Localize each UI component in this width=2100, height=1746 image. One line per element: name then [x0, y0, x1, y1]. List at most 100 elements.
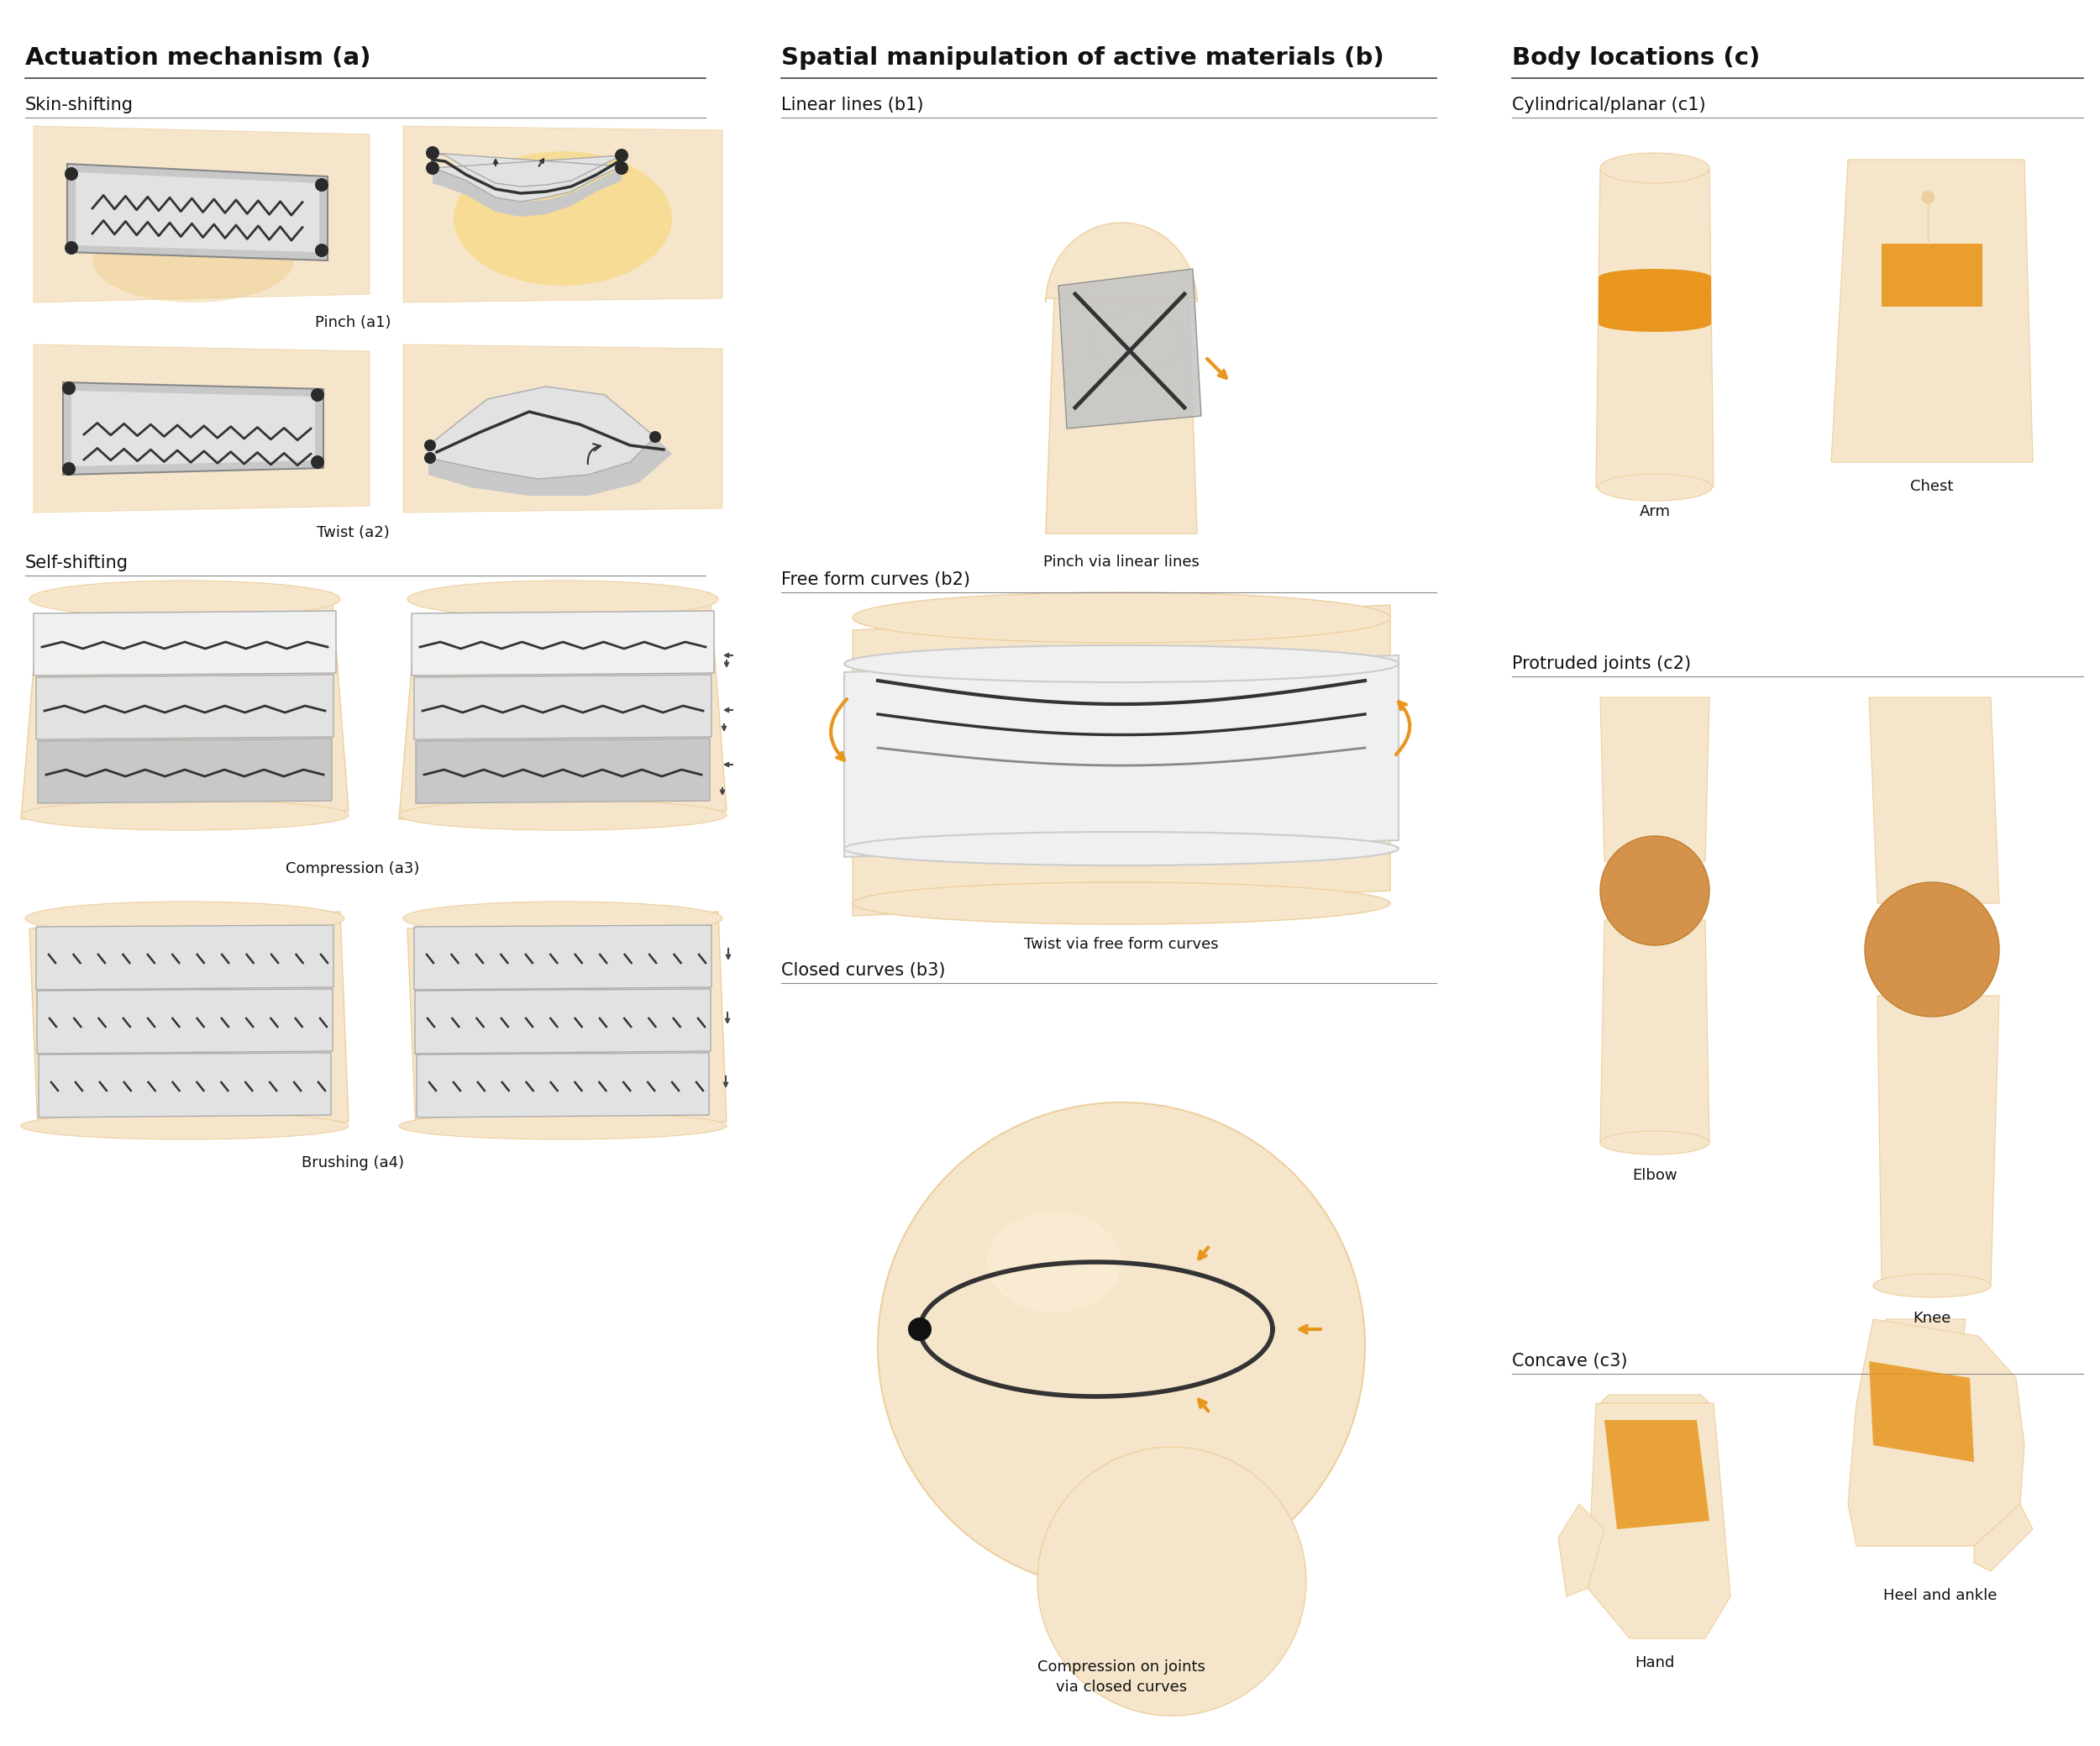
Polygon shape [403, 344, 722, 513]
Polygon shape [1046, 290, 1197, 534]
Text: Body locations (c): Body locations (c) [1512, 45, 1760, 70]
Ellipse shape [92, 218, 294, 302]
Circle shape [315, 244, 328, 257]
Polygon shape [428, 386, 655, 478]
Polygon shape [63, 382, 323, 475]
Circle shape [1600, 836, 1709, 945]
Ellipse shape [21, 1112, 349, 1140]
Ellipse shape [29, 581, 340, 618]
Circle shape [315, 178, 328, 192]
Text: Knee: Knee [1913, 1311, 1951, 1325]
Polygon shape [67, 164, 328, 260]
Text: Hand: Hand [1636, 1655, 1674, 1671]
Bar [1598, 278, 1711, 323]
Polygon shape [428, 436, 672, 496]
Text: Pinch (a1): Pinch (a1) [315, 314, 391, 330]
Polygon shape [414, 925, 712, 990]
Ellipse shape [403, 901, 722, 936]
Text: Brushing (a4): Brushing (a4) [302, 1156, 403, 1170]
Circle shape [615, 161, 628, 175]
Text: Pinch via linear lines: Pinch via linear lines [1044, 555, 1199, 569]
Ellipse shape [25, 901, 344, 936]
Text: Spatial manipulation of active materials (b): Spatial manipulation of active materials… [781, 45, 1384, 70]
Polygon shape [38, 1053, 332, 1117]
Circle shape [426, 161, 439, 175]
Polygon shape [433, 168, 622, 217]
Polygon shape [1869, 697, 1999, 903]
Polygon shape [399, 592, 727, 819]
Polygon shape [71, 391, 315, 466]
Polygon shape [1831, 159, 2033, 463]
Polygon shape [1974, 1503, 2033, 1571]
Polygon shape [1600, 1395, 1709, 1404]
Polygon shape [1058, 269, 1201, 428]
Polygon shape [403, 126, 722, 302]
Ellipse shape [987, 1212, 1121, 1313]
Polygon shape [1046, 223, 1197, 302]
Ellipse shape [844, 831, 1399, 866]
Polygon shape [433, 154, 622, 201]
Polygon shape [844, 655, 1399, 857]
Text: Compression (a3): Compression (a3) [286, 861, 420, 876]
Text: Linear lines (b1): Linear lines (b1) [781, 96, 924, 113]
Text: Concave (c3): Concave (c3) [1512, 1353, 1628, 1369]
Text: Chest: Chest [1911, 478, 1953, 494]
Circle shape [65, 241, 78, 255]
Ellipse shape [1598, 269, 1711, 286]
Ellipse shape [407, 581, 718, 618]
Text: Free form curves (b2): Free form curves (b2) [781, 571, 970, 588]
Polygon shape [1869, 1362, 1974, 1461]
Ellipse shape [21, 800, 349, 829]
Ellipse shape [1092, 311, 1184, 370]
Circle shape [424, 440, 437, 450]
Text: Arm: Arm [1640, 505, 1670, 519]
Polygon shape [36, 674, 334, 739]
Circle shape [65, 168, 78, 180]
Circle shape [424, 452, 437, 464]
Polygon shape [416, 988, 710, 1053]
Polygon shape [1877, 1320, 1966, 1395]
Polygon shape [76, 173, 319, 251]
Circle shape [649, 431, 662, 443]
Polygon shape [1604, 1419, 1709, 1529]
Text: Closed curves (b3): Closed curves (b3) [781, 962, 945, 980]
Ellipse shape [454, 152, 672, 286]
Polygon shape [38, 988, 332, 1053]
Circle shape [1922, 190, 1934, 204]
Text: Skin-shifting: Skin-shifting [25, 96, 134, 113]
Polygon shape [1877, 995, 1999, 1285]
Bar [1882, 244, 1982, 307]
Polygon shape [29, 911, 349, 1130]
Text: Compression on joints
via closed curves: Compression on joints via closed curves [1037, 1659, 1205, 1694]
Polygon shape [407, 911, 727, 1130]
Polygon shape [1600, 697, 1709, 861]
Ellipse shape [1873, 1275, 1991, 1297]
Text: Actuation mechanism (a): Actuation mechanism (a) [25, 45, 372, 70]
Ellipse shape [1600, 1131, 1709, 1154]
Polygon shape [21, 592, 349, 819]
Circle shape [615, 148, 628, 162]
Circle shape [907, 1318, 932, 1341]
Circle shape [426, 147, 439, 159]
Polygon shape [38, 739, 332, 803]
Ellipse shape [1600, 154, 1709, 183]
Polygon shape [1600, 920, 1709, 1142]
Text: Elbow: Elbow [1632, 1168, 1678, 1184]
Polygon shape [414, 674, 712, 739]
Polygon shape [36, 925, 334, 990]
Ellipse shape [1598, 314, 1711, 332]
Polygon shape [853, 604, 1390, 917]
Circle shape [1865, 882, 1999, 1016]
Polygon shape [1558, 1503, 1604, 1596]
Circle shape [878, 1102, 1365, 1589]
Circle shape [63, 381, 76, 395]
Ellipse shape [399, 1112, 727, 1140]
Circle shape [1037, 1447, 1306, 1716]
Polygon shape [34, 344, 370, 513]
Polygon shape [1848, 1320, 2024, 1545]
Polygon shape [34, 126, 370, 302]
Polygon shape [416, 1053, 710, 1117]
Polygon shape [412, 611, 714, 676]
Ellipse shape [853, 882, 1390, 924]
Polygon shape [1596, 168, 1714, 487]
